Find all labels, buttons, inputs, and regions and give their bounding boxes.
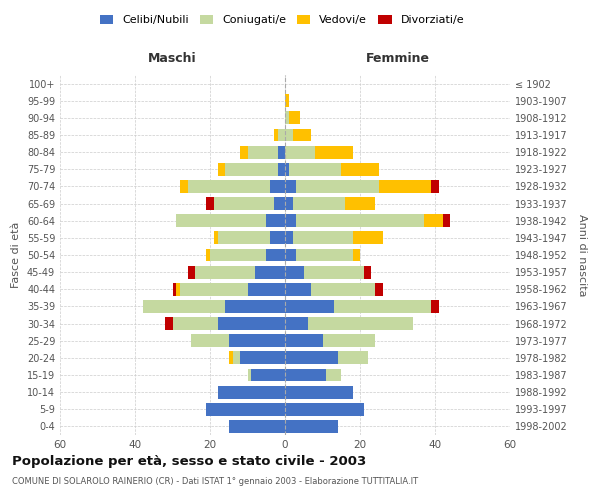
Bar: [233, 352, 240, 364]
Bar: [289, 163, 341, 175]
Bar: [308, 317, 413, 330]
Bar: [165, 317, 173, 330]
Bar: [431, 180, 439, 193]
Bar: [195, 266, 255, 278]
Bar: [176, 214, 266, 227]
Bar: [229, 420, 285, 433]
Bar: [443, 214, 450, 227]
Bar: [248, 368, 251, 382]
Text: COMUNE DI SOLAROLO RAINERIO (CR) - Dati ISTAT 1° gennaio 2003 - Elaborazione TUT: COMUNE DI SOLAROLO RAINERIO (CR) - Dati …: [12, 478, 418, 486]
Bar: [176, 283, 180, 296]
Bar: [285, 300, 334, 313]
Bar: [285, 248, 296, 262]
Text: Popolazione per età, sesso e stato civile - 2003: Popolazione per età, sesso e stato civil…: [12, 455, 366, 468]
Bar: [293, 128, 311, 141]
Bar: [285, 317, 308, 330]
Bar: [285, 386, 353, 398]
Y-axis label: Anni di nascita: Anni di nascita: [577, 214, 587, 296]
Bar: [210, 248, 266, 262]
Bar: [285, 403, 364, 415]
Bar: [424, 214, 443, 227]
Bar: [187, 266, 195, 278]
Bar: [326, 368, 341, 382]
Bar: [364, 266, 371, 278]
Bar: [296, 248, 353, 262]
Text: Femmine: Femmine: [365, 52, 430, 64]
Bar: [255, 266, 285, 278]
Bar: [334, 300, 431, 313]
Bar: [304, 266, 364, 278]
Bar: [285, 94, 289, 107]
Text: Maschi: Maschi: [148, 52, 197, 64]
Bar: [341, 163, 379, 175]
Bar: [285, 232, 293, 244]
Bar: [206, 403, 285, 415]
Bar: [274, 197, 285, 210]
Bar: [206, 197, 214, 210]
Bar: [229, 352, 233, 364]
Bar: [270, 180, 285, 193]
Bar: [379, 180, 431, 193]
Bar: [229, 334, 285, 347]
Bar: [285, 420, 337, 433]
Bar: [311, 283, 375, 296]
Bar: [285, 368, 326, 382]
Bar: [296, 180, 379, 193]
Bar: [277, 146, 285, 158]
Bar: [285, 197, 293, 210]
Y-axis label: Fasce di età: Fasce di età: [11, 222, 21, 288]
Bar: [214, 197, 274, 210]
Bar: [248, 283, 285, 296]
Bar: [240, 146, 248, 158]
Bar: [191, 334, 229, 347]
Bar: [285, 352, 337, 364]
Bar: [315, 146, 353, 158]
Bar: [143, 300, 225, 313]
Bar: [180, 180, 187, 193]
Bar: [266, 214, 285, 227]
Bar: [353, 232, 383, 244]
Bar: [277, 163, 285, 175]
Bar: [277, 128, 285, 141]
Bar: [293, 197, 345, 210]
Bar: [214, 232, 218, 244]
Bar: [285, 128, 293, 141]
Bar: [225, 300, 285, 313]
Bar: [218, 163, 225, 175]
Bar: [337, 352, 367, 364]
Bar: [285, 146, 315, 158]
Bar: [375, 283, 383, 296]
Bar: [285, 283, 311, 296]
Bar: [285, 180, 296, 193]
Bar: [218, 317, 285, 330]
Bar: [285, 334, 323, 347]
Bar: [345, 197, 375, 210]
Bar: [173, 283, 176, 296]
Bar: [293, 232, 353, 244]
Bar: [266, 248, 285, 262]
Bar: [218, 386, 285, 398]
Bar: [270, 232, 285, 244]
Bar: [431, 300, 439, 313]
Bar: [285, 112, 289, 124]
Bar: [285, 266, 304, 278]
Bar: [225, 163, 277, 175]
Bar: [187, 180, 270, 193]
Bar: [206, 248, 210, 262]
Bar: [180, 283, 248, 296]
Bar: [251, 368, 285, 382]
Bar: [285, 163, 289, 175]
Bar: [285, 214, 296, 227]
Bar: [173, 317, 218, 330]
Legend: Celibi/Nubili, Coniugati/e, Vedovi/e, Divorziati/e: Celibi/Nubili, Coniugati/e, Vedovi/e, Di…: [95, 10, 469, 30]
Bar: [296, 214, 424, 227]
Bar: [289, 112, 300, 124]
Bar: [218, 232, 270, 244]
Bar: [274, 128, 277, 141]
Bar: [353, 248, 360, 262]
Bar: [323, 334, 375, 347]
Bar: [248, 146, 277, 158]
Bar: [240, 352, 285, 364]
